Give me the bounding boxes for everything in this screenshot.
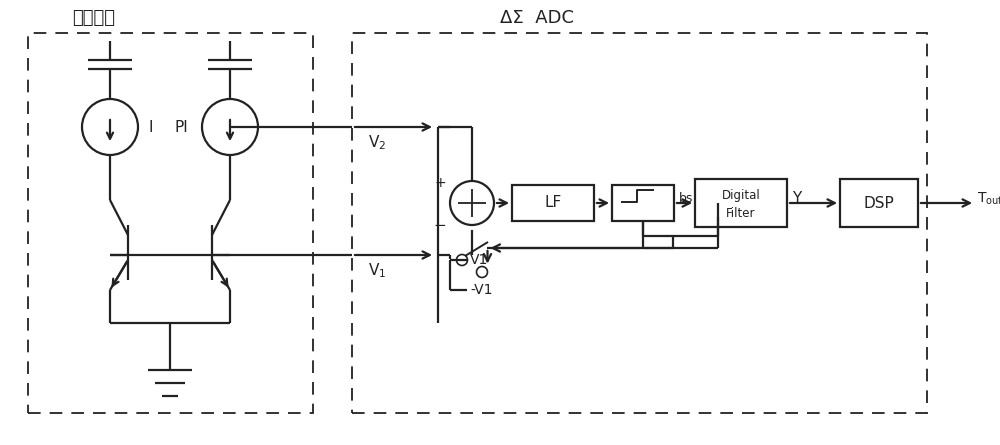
Text: Digital: Digital: [722, 189, 760, 202]
Text: Y: Y: [792, 190, 801, 206]
Text: PI: PI: [174, 120, 188, 134]
Text: T$_{\mathrm{out}}$: T$_{\mathrm{out}}$: [977, 191, 1000, 207]
Bar: [840, 179, 918, 227]
Text: V$_1$: V$_1$: [368, 261, 386, 280]
Text: Filter: Filter: [726, 206, 756, 219]
Bar: [352, 33, 927, 413]
Text: LF: LF: [544, 195, 562, 210]
Text: 模拟前端: 模拟前端: [72, 9, 115, 27]
Text: DSP: DSP: [864, 195, 894, 210]
Bar: [695, 179, 787, 227]
Text: ΔΣ  ADC: ΔΣ ADC: [500, 9, 574, 27]
Text: +: +: [434, 176, 446, 190]
Text: V1: V1: [470, 253, 488, 267]
Bar: [612, 185, 674, 221]
Text: −: −: [434, 218, 446, 232]
Bar: [28, 33, 313, 413]
Bar: [512, 185, 594, 221]
Text: -V1: -V1: [470, 283, 492, 297]
Text: V$_2$: V$_2$: [368, 133, 386, 152]
Text: I: I: [148, 120, 152, 134]
Text: bs: bs: [679, 191, 693, 205]
